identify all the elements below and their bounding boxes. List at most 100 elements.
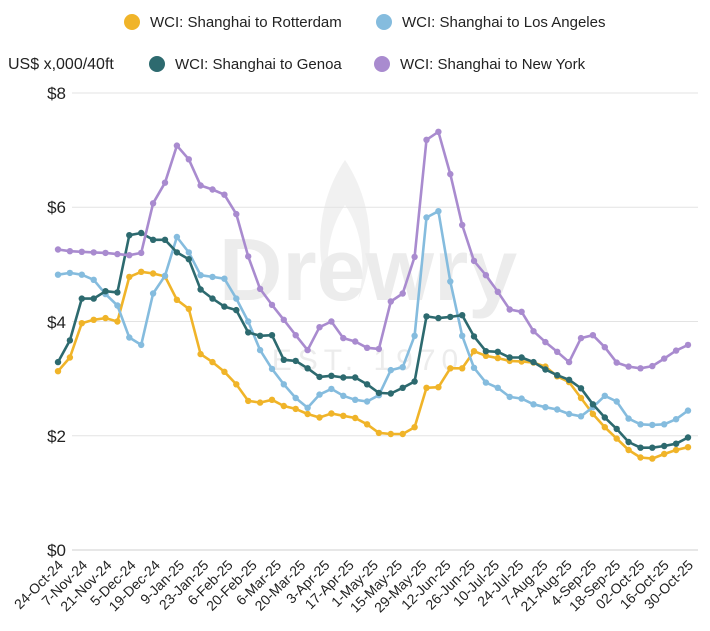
y-tick-label: $8 <box>47 84 66 103</box>
data-point <box>316 373 323 381</box>
data-point <box>613 398 620 405</box>
data-point <box>423 136 430 143</box>
data-point <box>102 249 109 257</box>
data-point <box>149 236 157 243</box>
data-point <box>435 208 442 215</box>
data-point <box>482 352 490 359</box>
data-point <box>268 301 276 309</box>
y-tick-label: $2 <box>47 427 66 446</box>
data-point <box>661 355 668 362</box>
data-point <box>530 358 537 366</box>
data-point <box>292 357 299 365</box>
data-point <box>470 257 478 265</box>
y-axis: $0 $2 $4 $6 $8 <box>47 84 66 560</box>
data-point <box>66 248 74 255</box>
legend-item-rotterdam[interactable]: WCI: Shanghai to Rotterdam <box>124 14 342 31</box>
data-point <box>102 288 109 295</box>
data-point <box>197 350 204 358</box>
legend-item-genoa[interactable]: WCI: Shanghai to Genoa <box>149 56 342 73</box>
y-tick-label: $4 <box>47 313 66 332</box>
data-point <box>304 404 311 411</box>
data-point <box>221 368 228 375</box>
data-point <box>352 338 359 345</box>
legend-label: WCI: Shanghai to Genoa <box>175 56 342 73</box>
data-point <box>649 362 656 370</box>
data-point <box>387 366 394 374</box>
data-point <box>138 268 145 275</box>
data-point <box>542 404 549 411</box>
data-point <box>340 374 347 381</box>
legend-item-new-york[interactable]: WCI: Shanghai to New York <box>374 56 586 73</box>
data-point <box>625 438 632 446</box>
data-point <box>328 372 335 379</box>
data-point <box>197 286 204 293</box>
data-point <box>684 341 692 349</box>
data-point <box>352 374 359 381</box>
data-point <box>209 358 216 366</box>
data-point <box>613 359 620 366</box>
data-point <box>66 354 74 361</box>
x-axis: 24-Oct-247-Nov-2421-Nov-245-Dec-2419-Dec… <box>11 557 696 616</box>
data-point <box>126 252 133 259</box>
data-point <box>316 391 323 398</box>
data-point <box>114 250 121 258</box>
data-point <box>672 416 680 423</box>
data-point <box>684 444 692 451</box>
data-point <box>185 305 192 313</box>
data-point <box>411 378 418 385</box>
data-point <box>577 394 585 402</box>
data-point <box>209 186 216 193</box>
data-point <box>149 270 157 277</box>
data-point <box>554 372 561 379</box>
data-point <box>601 424 608 431</box>
data-point <box>221 303 228 310</box>
data-point <box>340 392 347 399</box>
data-point <box>161 236 169 243</box>
data-point <box>649 444 656 451</box>
data-point <box>601 344 608 351</box>
data-point <box>518 395 525 402</box>
data-point <box>459 312 466 319</box>
data-point <box>554 406 561 413</box>
data-point <box>470 364 478 371</box>
data-point <box>90 316 97 323</box>
data-point <box>78 295 86 302</box>
data-point <box>375 345 383 353</box>
data-point <box>161 272 169 279</box>
data-point <box>66 269 74 277</box>
legend-label: WCI: Shanghai to Rotterdam <box>150 14 342 31</box>
data-point <box>494 288 501 295</box>
data-point <box>304 410 311 418</box>
data-point <box>363 344 371 351</box>
data-point <box>114 318 121 325</box>
data-point <box>530 328 537 335</box>
data-point <box>672 446 680 454</box>
series-lines <box>54 128 692 462</box>
data-point <box>256 399 264 406</box>
data-point <box>423 384 430 391</box>
data-point <box>221 275 228 282</box>
data-point <box>114 289 121 296</box>
legend-item-los-angeles[interactable]: WCI: Shanghai to Los Angeles <box>376 14 605 31</box>
data-point <box>447 278 454 285</box>
data-point <box>518 308 525 315</box>
data-point <box>280 316 287 323</box>
data-point <box>54 246 62 253</box>
data-point <box>530 401 537 408</box>
data-point <box>542 366 549 373</box>
data-point <box>411 332 418 339</box>
data-point <box>470 333 478 340</box>
data-point <box>363 421 371 428</box>
data-point <box>328 318 335 325</box>
data-point <box>363 381 371 388</box>
data-point <box>470 348 478 355</box>
data-point <box>518 354 525 361</box>
data-point <box>637 421 644 428</box>
data-point <box>126 232 133 239</box>
data-point <box>352 396 359 403</box>
y-unit-label: US$ x,000/40ft <box>8 56 114 73</box>
y-tick-label: $6 <box>47 198 66 217</box>
data-point <box>280 381 287 388</box>
data-point <box>625 363 632 370</box>
